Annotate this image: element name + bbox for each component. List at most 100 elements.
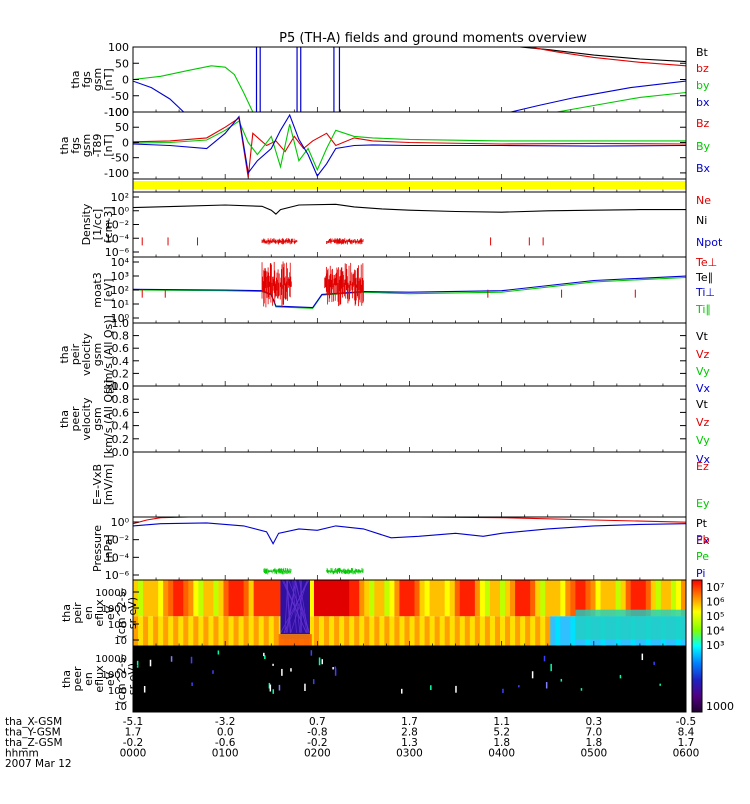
y-axis-label: velocity [80,333,93,376]
spectrogram-column-low [208,616,215,646]
spectrogram-column [268,580,275,617]
spectrogram-column [615,580,622,617]
y-axis-label: tha [58,410,71,428]
panel-density [132,191,687,258]
spectrogram-column-low [550,616,557,646]
spectrogram-column-low [439,616,446,646]
spectrogram-column [660,580,667,617]
y-tick-label: 100 [108,41,129,54]
y-tick-label: 1.0 [112,317,130,330]
spectrogram-speck [321,659,324,665]
spectrogram-speck [143,686,146,693]
spectrogram-speck [619,674,622,679]
spectrogram-column [545,580,552,617]
spectrogram-column-low [329,616,336,646]
y-axis-label: [eV] [102,279,115,302]
x-tick-label: -0.2 [307,737,328,749]
spectrogram-column-low [188,616,195,646]
series-line-fgs [133,80,185,112]
y-axis-label: en [82,672,95,686]
spectrogram-column [484,580,491,617]
spectrogram-column [313,580,321,617]
y-axis-label: gsm [91,68,104,91]
y-axis-label: eV [104,605,117,620]
spectrogram-column [530,580,537,617]
legend-entry: Ni [696,214,707,227]
spectrogram-column-low [168,616,175,646]
spectrogram-column-low [499,616,507,646]
y-tick-label: 10¹ [111,298,129,311]
y-axis-label: eflux [93,665,106,693]
spectrogram-column [670,580,677,617]
spectrogram-column [560,580,567,617]
spectrogram-speck [170,656,173,662]
y-tick-label: 10⁰ [111,312,130,325]
y-tick-label: 0 [122,136,129,149]
spectrogram-column-low [454,616,461,646]
y-tick-label: 10⁻⁴ [105,232,130,245]
series-line-density [133,203,686,215]
spectrogram-column [665,580,672,617]
panel-frame [132,322,687,387]
spectrogram-column [233,580,240,617]
spectrogram-column-low [374,616,381,646]
spectrogram-column [379,580,386,617]
spectrogram-column-low [464,616,471,646]
plot-area [133,646,686,712]
y-axis-label: [km/s (All Qs)] [102,315,115,394]
spectrogram-background [133,646,686,712]
spectrogram-column [655,580,662,617]
spectrogram-column-low [183,616,190,646]
legend-entry: By [696,140,711,153]
spectrogram-stripe [285,580,291,633]
plot-area [133,261,686,309]
spectrogram-column [223,580,230,617]
spectrogram-column-low [489,616,496,646]
spectrogram-column [575,580,582,617]
spectrogram-column-low [268,616,275,646]
spectrogram-speck [281,668,283,676]
spectrogram-column-low [203,616,210,646]
spectrogram-column [419,580,426,617]
spectrogram-column-low [459,616,466,646]
spectrogram-speck [318,657,321,666]
colorbar-tick-label: 10³ [706,639,724,652]
series-line-fgs [133,65,254,112]
series-line-pressure [133,517,189,525]
panel-frame [132,516,687,581]
y-tick-label: 1000 [102,670,127,681]
spectrogram-column [308,580,315,617]
legend-entry: bx [696,96,710,109]
y-tick-label: 10 [114,636,127,647]
spectrogram-speck [312,679,315,685]
spectrogram-patch [575,609,686,640]
spectrogram-column-low [233,616,240,646]
spectrogram-column [499,580,507,617]
y-axis-label: gsm [91,343,104,366]
spectrogram-column-low [565,616,572,646]
y-tick-label: 50 [115,121,129,134]
colorbar-tick-label: 1000 [706,700,734,713]
spectrogram-speck [278,684,281,691]
y-tick-label: 10² [111,191,129,204]
colorbar [691,579,703,713]
spectrogram-column-low [218,616,225,646]
spectrogram-speck [401,688,403,694]
spectrogram-column-low [414,616,421,646]
spectrogram-column [580,580,587,617]
x-axis-row-label: tha_Y-GSM [5,727,61,739]
spectrogram-column [163,580,170,617]
spectrogram-speck [149,659,152,667]
spectrogram-column [173,580,180,617]
spectrogram-speck [653,661,655,665]
spectrogram-column [374,580,381,617]
spectrogram-column [218,580,225,617]
y-axis-label: moat3 [91,272,104,308]
x-tick-label: 0100 [212,748,239,760]
panel-frame [132,191,687,258]
spectrogram-column [595,580,602,617]
spectrogram-speck [560,678,563,682]
y-axis-label: peir [71,602,84,624]
x-tick-label: 0.3 [585,716,602,728]
y-tick-label: 100 [108,620,127,631]
